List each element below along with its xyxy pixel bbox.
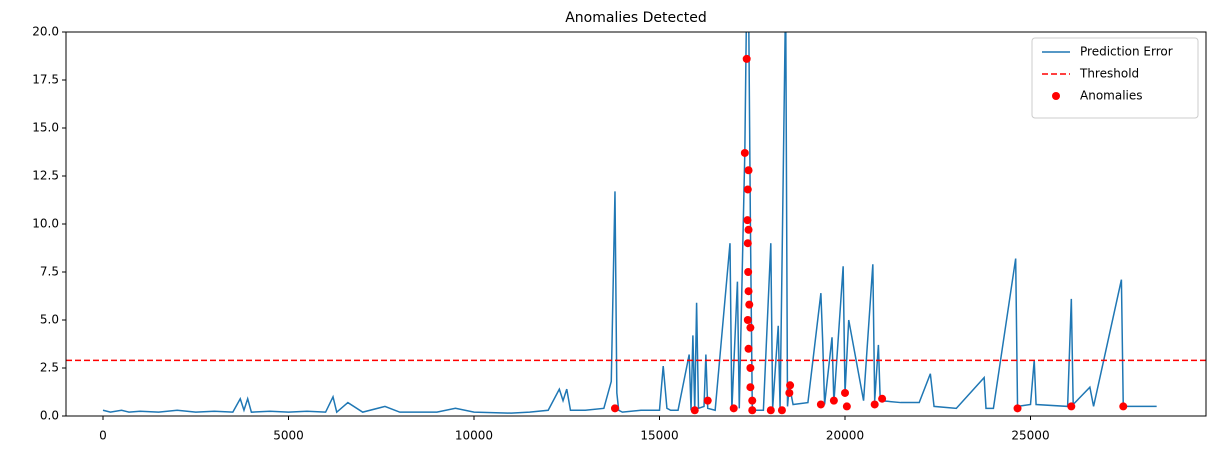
x-tick-label: 0 (99, 429, 107, 443)
x-tick-label: 20000 (826, 429, 864, 443)
x-tick-label: 5000 (273, 429, 304, 443)
anomaly-point (746, 323, 755, 332)
legend-label: Threshold (1079, 67, 1139, 81)
anomaly-point (748, 396, 757, 405)
anomaly-point (744, 225, 753, 234)
anomaly-point (744, 166, 753, 175)
axes: 0 5000 10000 15000 20000 25000 0.0 2.5 5.0 7.5 10.… (32, 25, 1049, 443)
anomaly-point (748, 406, 757, 415)
anomaly-point (816, 400, 825, 409)
y-tick-label: 20.0 (32, 25, 59, 39)
anomaly-point (841, 388, 850, 397)
x-tick-label: 10000 (455, 429, 493, 443)
anomaly-point (743, 239, 752, 248)
y-tick-label: 10.0 (32, 217, 59, 231)
chart-title: Anomalies Detected (565, 10, 707, 26)
anomaly-point (742, 54, 751, 63)
anomaly-point (1013, 404, 1022, 413)
y-tick-label: 2.5 (40, 361, 59, 375)
legend: Prediction Error Threshold Anomalies (1031, 37, 1199, 119)
y-tick-label: 5.0 (40, 313, 59, 327)
anomaly-point (743, 216, 752, 225)
x-tick-label: 15000 (640, 429, 678, 443)
anomaly-point (786, 381, 795, 390)
legend-label: Anomalies (1080, 89, 1143, 103)
anomaly-point (744, 268, 753, 276)
anomaly-point (610, 404, 619, 413)
y-tick-label: 15.0 (32, 121, 59, 135)
anomaly-point (743, 316, 752, 324)
legend-label: Prediction Error (1080, 45, 1173, 59)
y-tick-label: 7.5 (40, 265, 59, 279)
anomaly-point (703, 396, 712, 405)
anomaly-point (829, 396, 838, 405)
anomaly-point (878, 394, 887, 403)
anomaly-point (743, 185, 752, 194)
anomaly-point (746, 364, 755, 372)
anomaly-point (766, 406, 775, 415)
anomaly-point (744, 287, 753, 296)
anomaly-point (740, 148, 749, 157)
legend-marker (1052, 92, 1060, 100)
anomaly-point (1067, 402, 1076, 411)
y-tick-label: 0.0 (40, 409, 59, 423)
anomaly-point (777, 406, 786, 415)
error-line (102, 32, 1157, 414)
anomaly-point (842, 402, 851, 411)
y-tick-label: 12.5 (32, 169, 59, 183)
anomaly-point (870, 400, 879, 409)
anomaly-point (746, 383, 755, 392)
y-tick-label: 17.5 (32, 73, 59, 87)
anomaly-point (745, 300, 754, 309)
anomaly-point (729, 404, 738, 413)
anomaly-point (690, 406, 699, 415)
legend-box (1031, 37, 1199, 119)
x-tick-label: 25000 (1011, 429, 1049, 443)
anomaly-point (1119, 402, 1128, 411)
plot-area (66, 32, 1206, 415)
anomaly-point (785, 388, 794, 397)
anomaly-point (744, 344, 753, 353)
